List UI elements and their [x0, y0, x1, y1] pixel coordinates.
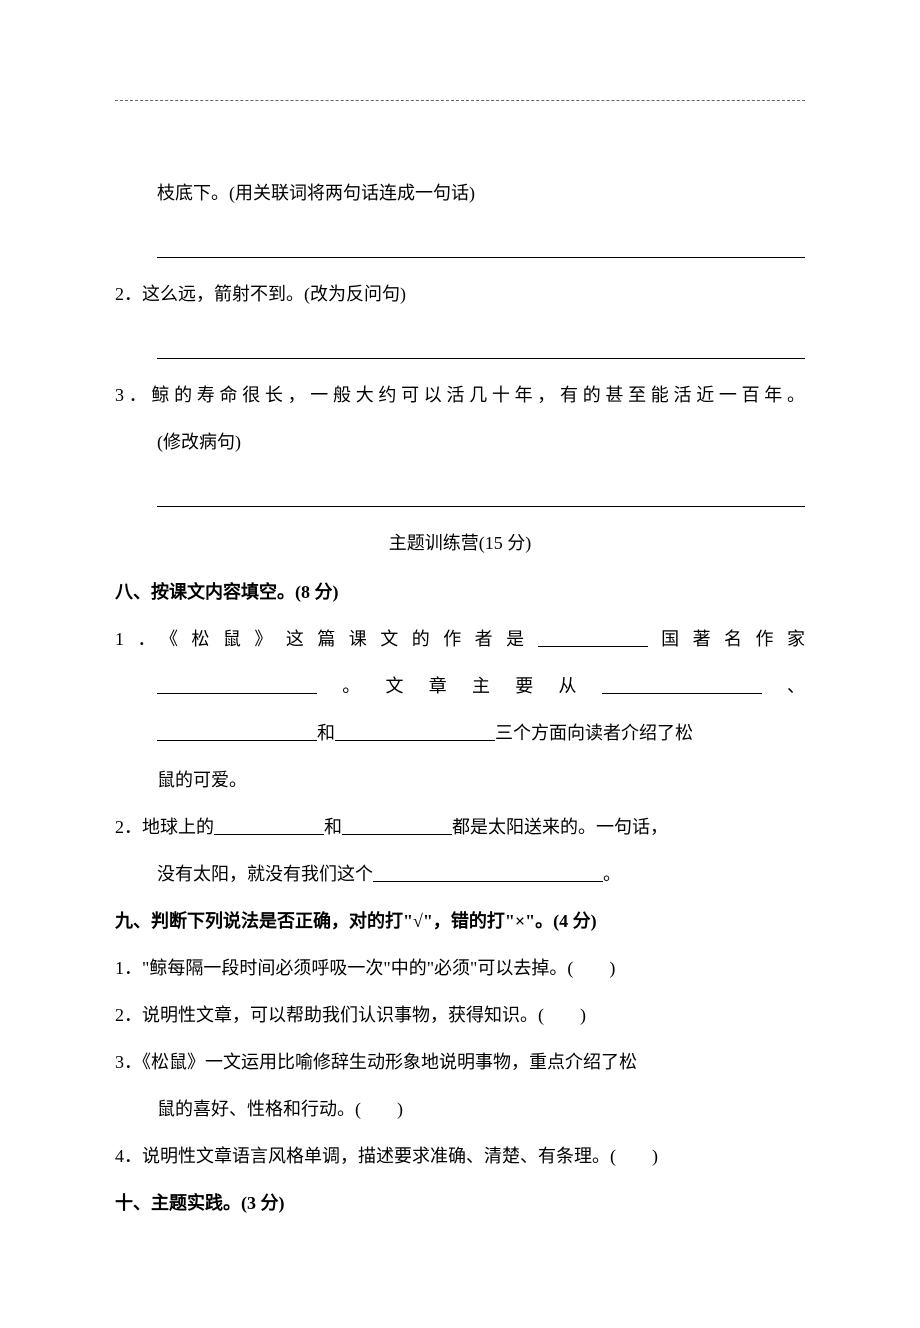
s9-q4: 4．说明性文章语言风格单调，描述要求准确、清楚、有条理。( ) [115, 1134, 805, 1179]
text-fragment: 三个方面向读者介绍了松 [495, 723, 693, 743]
fill-blank[interactable] [538, 627, 648, 647]
question-3-line2: (修改病句) [115, 420, 805, 465]
section-9-heading: 九、判断下列说法是否正确，对的打"√"，错的打"×"。(4 分) [115, 899, 805, 944]
text-fragment: 国著名作家 [648, 629, 805, 649]
s8-q2-line1: 2．地球上的 和 都是太阳送来的。一句话， [115, 805, 805, 850]
s8-q1-line3: 和 三个方面向读者介绍了松 [115, 711, 805, 756]
fill-blank[interactable] [373, 862, 603, 882]
text-fragment: 1．《松鼠》这篇课文的作者是 [115, 629, 538, 649]
s9-q3-line2: 鼠的喜好、性格和行动。( ) [115, 1087, 805, 1132]
text-fragment: 和 [324, 817, 342, 837]
text-fragment: 没有太阳，就没有我们这个 [157, 864, 373, 884]
s8-q1-line2: 。文章主要从 、 [115, 664, 805, 709]
fill-blank[interactable] [214, 815, 324, 835]
s8-q1-line4: 鼠的可爱。 [115, 758, 805, 803]
text-fragment: 。文章主要从 [317, 676, 602, 696]
continuation-line: 枝底下。(用关联词将两句话连成一句话) [115, 171, 805, 216]
question-3-line1: 3．鲸的寿命很长，一般大约可以活几十年，有的甚至能活近一百年。 [115, 373, 805, 418]
text-fragment: 、 [762, 676, 805, 696]
fill-blank[interactable] [335, 721, 495, 741]
s9-q2: 2．说明性文章，可以帮助我们认识事物，获得知识。( ) [115, 993, 805, 1038]
s8-q2-line2: 没有太阳，就没有我们这个 。 [115, 852, 805, 897]
answer-blank-line[interactable] [157, 337, 805, 359]
fill-blank[interactable] [602, 674, 762, 694]
fill-blank[interactable] [342, 815, 452, 835]
s8-q1-line1: 1．《松鼠》这篇课文的作者是 国著名作家 [115, 617, 805, 662]
page-top-border [115, 100, 805, 101]
section-10-heading: 十、主题实践。(3 分) [115, 1181, 805, 1226]
fill-blank[interactable] [157, 674, 317, 694]
text-fragment: 。 [603, 864, 621, 884]
answer-blank-line[interactable] [157, 485, 805, 507]
section-title: 主题训练营(15 分) [115, 521, 805, 566]
answer-blank-line[interactable] [157, 236, 805, 258]
s9-q3-line1: 3．《松鼠》一文运用比喻修辞生动形象地说明事物，重点介绍了松 [115, 1040, 805, 1085]
fill-blank[interactable] [157, 721, 317, 741]
text-fragment: 都是太阳送来的。一句话， [452, 817, 668, 837]
text-fragment: 2．地球上的 [115, 817, 214, 837]
s9-q1: 1．"鲸每隔一段时间必须呼吸一次"中的"必须"可以去掉。( ) [115, 946, 805, 991]
question-2: 2．这么远，箭射不到。(改为反问句) [115, 272, 805, 317]
section-8-heading: 八、按课文内容填空。(8 分) [115, 570, 805, 615]
document-page: 枝底下。(用关联词将两句话连成一句话) 2．这么远，箭射不到。(改为反问句) 3… [0, 0, 920, 1328]
text-fragment: 和 [317, 723, 335, 743]
